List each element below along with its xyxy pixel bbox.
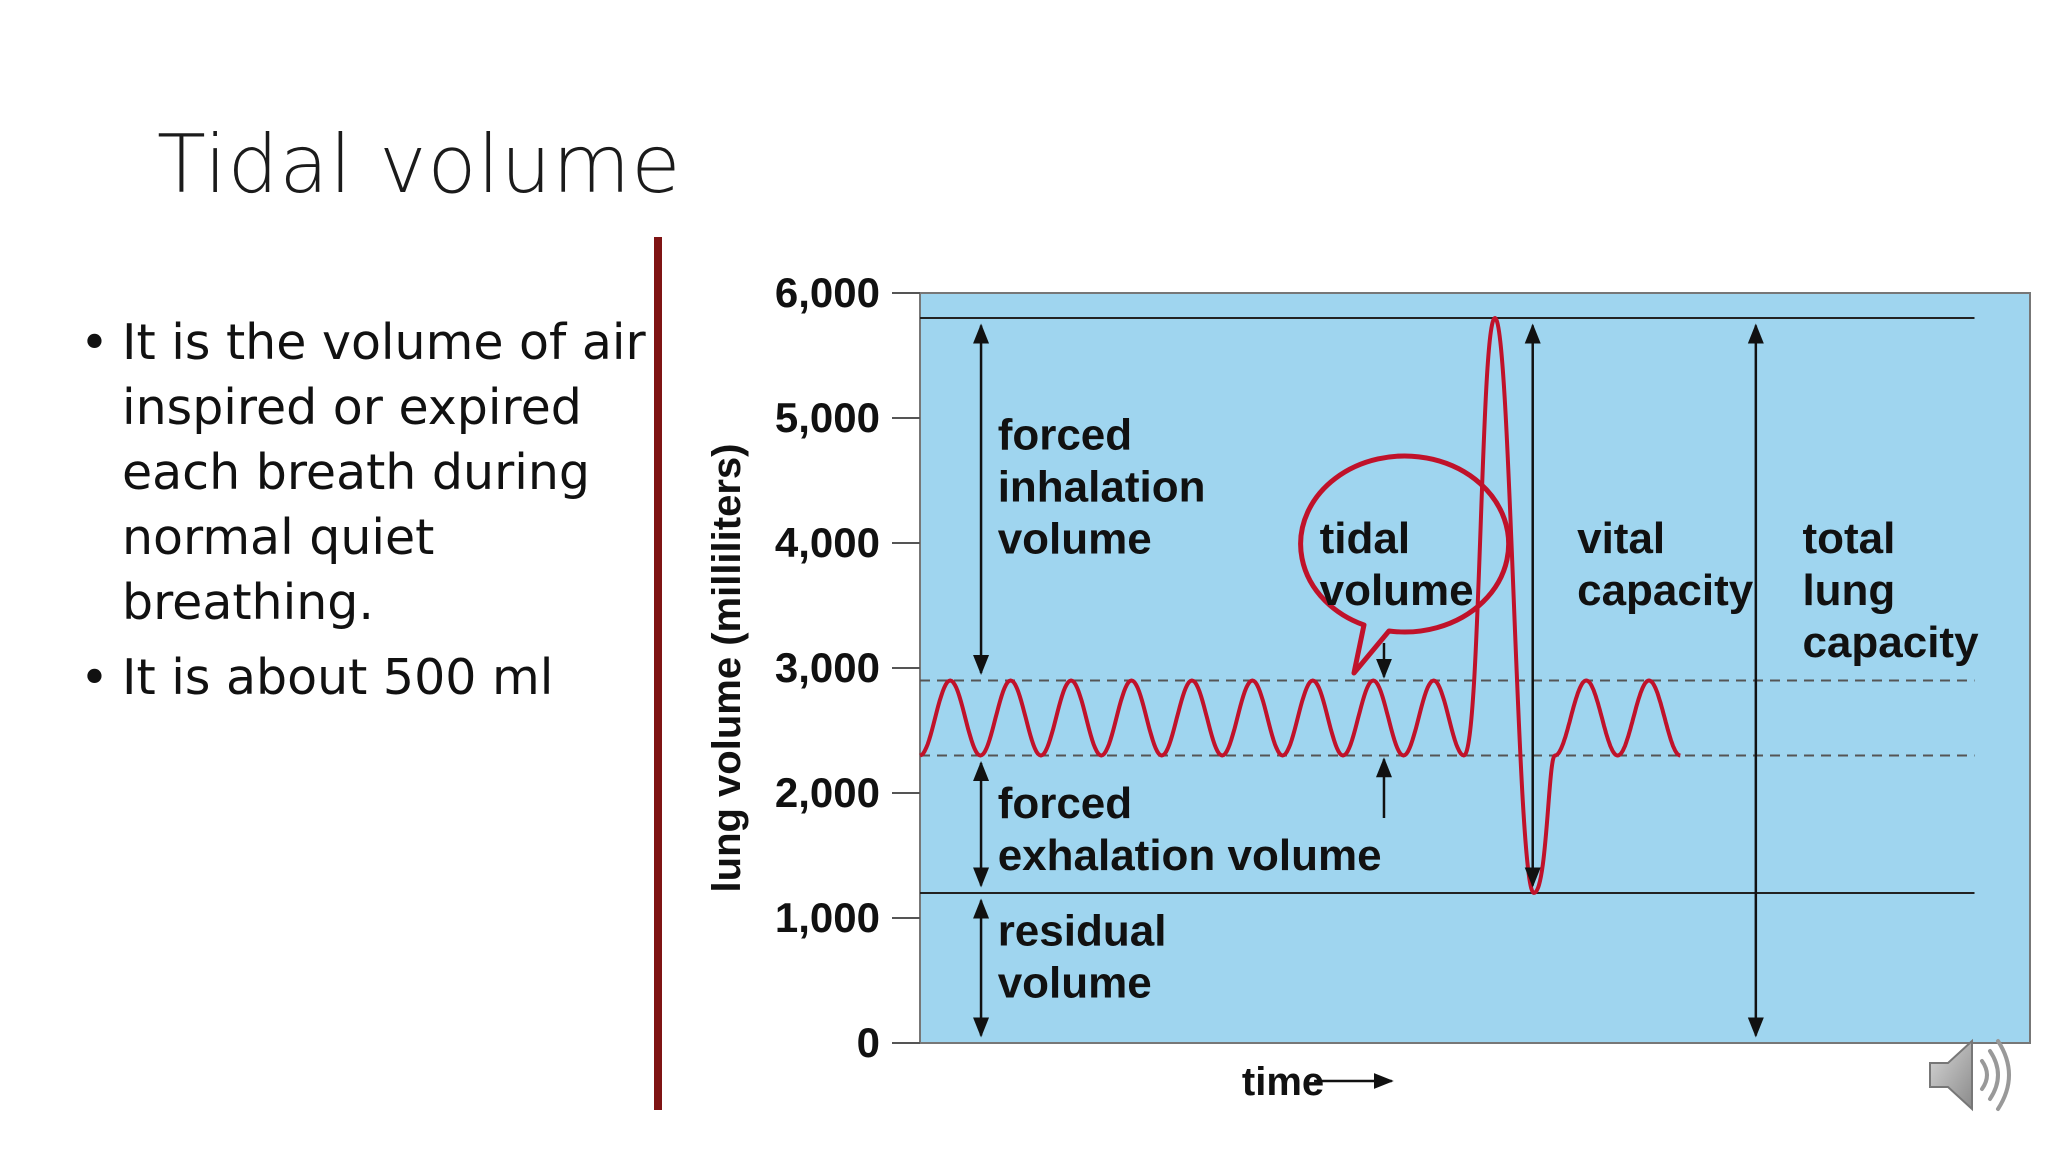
tidal-volume-label-line: volume — [1320, 566, 1474, 615]
total-lung-capacity-label-line: total — [1802, 514, 1895, 563]
forced-exhalation-label-line: exhalation volume — [998, 831, 1382, 880]
speaker-icon[interactable] — [1920, 1025, 2020, 1125]
forced-inhalation-label-line: inhalation — [998, 462, 1206, 511]
tidal-volume-label-line: tidal — [1320, 514, 1410, 563]
y-tick-label: 3,000 — [775, 644, 880, 691]
bullet-value: It is about 500 ml — [80, 645, 660, 710]
total-lung-capacity-label-line: capacity — [1802, 618, 1979, 667]
residual-volume-label-line: residual — [998, 907, 1167, 956]
residual-volume-label-line: volume — [998, 959, 1152, 1008]
vital-capacity-label-line: capacity — [1577, 566, 1754, 615]
bullet-definition: It is the volume of air inspired or expi… — [80, 310, 660, 635]
forced-exhalation-label-line: forced — [998, 779, 1132, 828]
vital-capacity-label-line: vital — [1577, 514, 1665, 563]
slide-title: Tidal volume — [157, 118, 682, 211]
tidal-callout-bubble — [1298, 453, 1512, 676]
forced-inhalation-label-line: volume — [998, 514, 1152, 563]
y-tick-label: 4,000 — [775, 519, 880, 566]
y-tick-label: 1,000 — [775, 894, 880, 941]
y-tick-label: 0 — [857, 1019, 880, 1066]
y-axis-label: lung volume (milliliters) — [705, 444, 749, 893]
x-axis-label: time — [1242, 1060, 1324, 1104]
forced-inhalation-label-line: forced — [998, 410, 1132, 459]
lung-volume-trace — [919, 316, 1682, 895]
y-tick-label: 2,000 — [775, 769, 880, 816]
lung-volume-chart: 0 1,000 2,000 3,000 4,000 5,000 6,000 lung volu… — [705, 269, 2031, 1104]
slide-divider — [654, 237, 662, 1110]
bullet-list: It is the volume of air inspired or expi… — [80, 310, 660, 720]
y-tick-label: 5,000 — [775, 394, 880, 441]
y-tick-label: 6,000 — [775, 269, 880, 316]
total-lung-capacity-label-line: lung — [1802, 566, 1895, 615]
